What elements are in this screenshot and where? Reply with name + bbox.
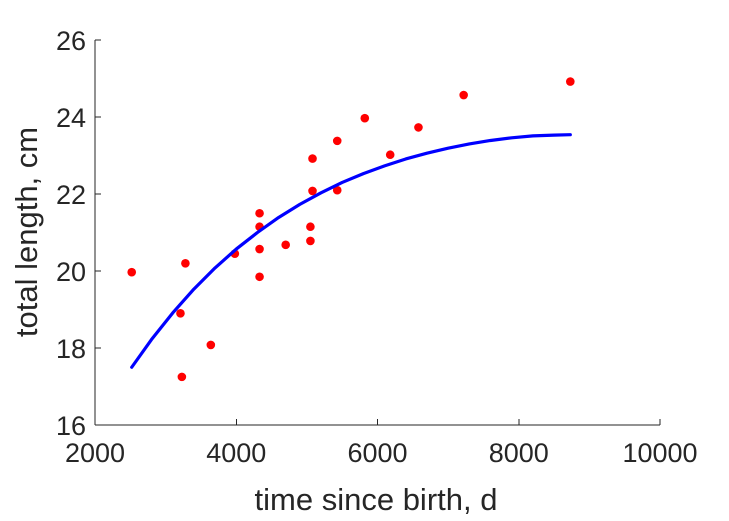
axes: 2000 4000 6000 8000 10000 16 18 20 22 24 26 xyxy=(56,26,698,468)
data-point xyxy=(566,77,575,86)
x-tick-label: 10000 xyxy=(622,438,697,468)
data-point xyxy=(127,267,137,277)
data-point xyxy=(360,113,370,123)
data-point xyxy=(332,185,342,195)
data-point xyxy=(332,136,342,146)
data-point xyxy=(181,259,190,268)
x-tick-label: 8000 xyxy=(489,438,549,468)
data-point xyxy=(255,208,264,218)
y-axis-label: total length, cm xyxy=(9,127,44,337)
y-tick-label: 24 xyxy=(56,103,86,133)
data-point xyxy=(206,340,216,350)
data-point xyxy=(306,236,315,246)
data-point xyxy=(176,309,185,318)
y-tick-label: 18 xyxy=(56,334,86,364)
x-tick-label: 2000 xyxy=(65,438,125,468)
x-tick-label: 6000 xyxy=(347,438,407,468)
x-tick-label: 4000 xyxy=(206,438,266,468)
data-point xyxy=(414,123,423,132)
data-point xyxy=(306,222,315,232)
y-tick-label: 20 xyxy=(56,257,86,287)
chart-marks xyxy=(127,77,575,382)
data-point xyxy=(255,272,264,282)
data-point xyxy=(281,240,290,250)
y-tick-label: 26 xyxy=(56,26,86,56)
y-tick-label: 16 xyxy=(56,411,86,441)
data-point xyxy=(385,150,395,160)
x-axis-label: time since birth, d xyxy=(255,482,498,517)
data-point xyxy=(308,186,317,196)
fit-curve xyxy=(130,133,572,369)
data-point xyxy=(177,372,187,382)
y-tick-label: 22 xyxy=(56,180,86,210)
data-point xyxy=(459,90,468,100)
data-point xyxy=(308,154,317,163)
data-point xyxy=(255,244,264,254)
